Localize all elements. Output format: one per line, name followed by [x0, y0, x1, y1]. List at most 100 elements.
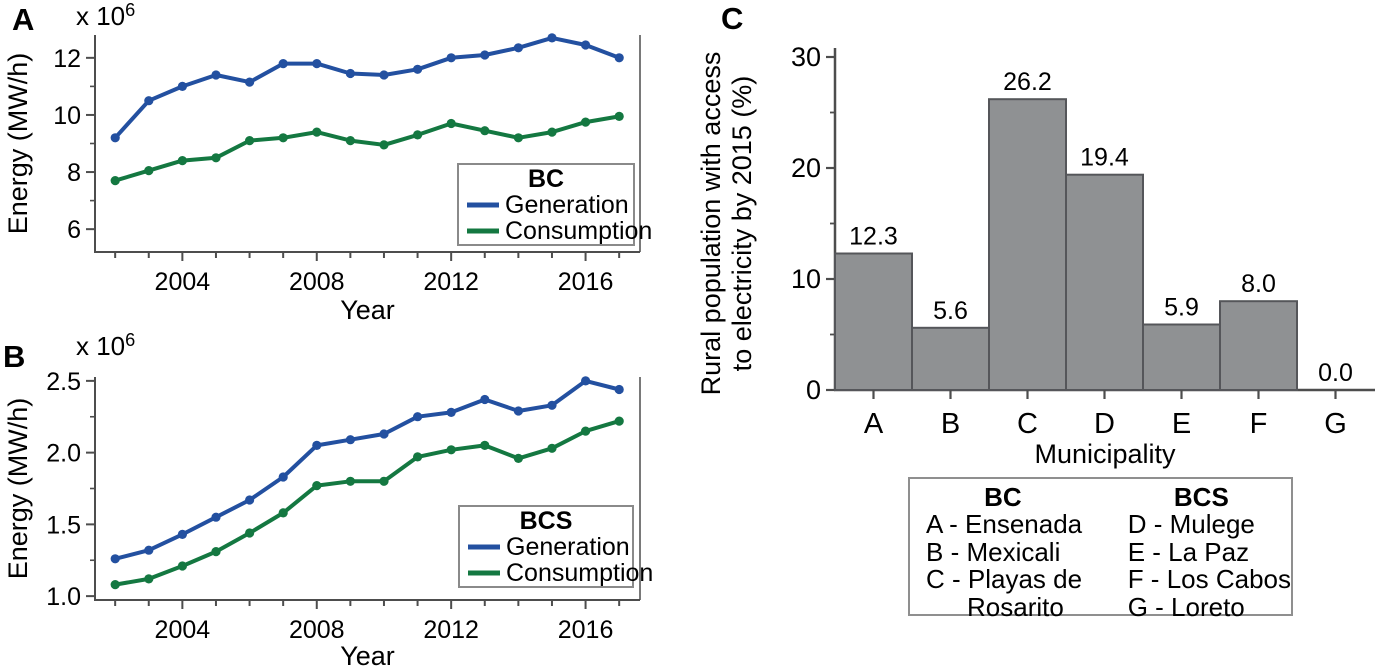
- axis-scale-exponent: 6: [125, 0, 135, 20]
- y-tick-label: 12: [53, 45, 81, 73]
- axis-scale-label: x 106: [76, 0, 135, 31]
- generation-point: [278, 59, 288, 69]
- consumption-point: [211, 547, 221, 557]
- generation-point: [278, 472, 288, 482]
- legend-entry: D - Mulege: [1127, 509, 1255, 539]
- legend-title: BCS: [520, 507, 573, 535]
- legend-column-title-bc: BC: [984, 482, 1022, 512]
- consumption-point: [245, 528, 255, 538]
- axis-scale-label: x 106: [76, 330, 135, 361]
- y-tick-label: 10: [53, 102, 81, 130]
- generation-point: [110, 133, 120, 143]
- generation-point: [211, 512, 221, 522]
- legend-column-title-bcs: BCS: [1173, 482, 1229, 512]
- consumption-line: [113, 114, 622, 183]
- consumption-point: [413, 452, 423, 462]
- x-tick-label-F: F: [1250, 408, 1268, 440]
- bar-value-C: 26.2: [1003, 68, 1052, 96]
- generation-point: [345, 68, 355, 79]
- y-axis-title-line1: Rural population with access: [696, 52, 726, 396]
- generation-line: [113, 378, 622, 561]
- consumption-point: [177, 561, 187, 571]
- legend-label-consumption: Consumption: [506, 559, 653, 587]
- generation-point: [144, 545, 154, 555]
- generation-point: [345, 435, 355, 445]
- consumption-point: [144, 574, 154, 584]
- consumption-point: [581, 117, 591, 127]
- consumption-point: [379, 140, 389, 150]
- x-tick-label-D: D: [1094, 408, 1115, 440]
- generation-series: [110, 376, 624, 564]
- x-tick-label-B: B: [941, 408, 960, 440]
- y-tick-label: 8: [67, 159, 81, 187]
- generation-point: [446, 407, 456, 417]
- x-tick-label: 2008: [289, 616, 345, 644]
- bar-D: [1065, 173, 1144, 391]
- x-tick-label: 2004: [155, 616, 211, 644]
- x-axis-title: Year: [340, 641, 395, 667]
- consumption-line: [113, 419, 622, 587]
- consumption-point: [379, 476, 389, 486]
- consumption-point: [110, 176, 120, 186]
- legend-entry: Rosarito: [967, 591, 1064, 622]
- generation-point: [245, 77, 255, 87]
- bar-value-A: 12.3: [849, 223, 898, 251]
- consumption-series: [110, 111, 624, 186]
- y-axis-title: Energy (MW/h): [3, 398, 33, 580]
- x-tick-label: 2008: [289, 268, 345, 296]
- consumption-point: [211, 153, 221, 163]
- legend-entry: G - Loreto: [1127, 591, 1245, 622]
- x-axis-title: Year: [340, 295, 395, 325]
- generation-point: [379, 429, 389, 439]
- generation-point: [379, 70, 389, 80]
- y-tick-label: 1.5: [46, 511, 81, 539]
- bar-C: [988, 98, 1067, 391]
- consumption-point: [446, 445, 456, 455]
- generation-point: [581, 40, 591, 50]
- y-tick-label: 10: [791, 264, 821, 294]
- consumption-point: [581, 426, 591, 436]
- generation-point: [312, 440, 322, 450]
- y-tick-label: 6: [67, 216, 81, 244]
- consumption-point: [480, 126, 490, 136]
- legend-label-generation: Generation: [506, 533, 630, 561]
- x-tick-label: 2016: [558, 268, 614, 296]
- consumption-point: [614, 416, 624, 426]
- consumption-point: [513, 453, 524, 463]
- generation-point: [211, 70, 221, 80]
- consumption-point: [547, 443, 557, 453]
- x-tick-label: 2004: [155, 268, 211, 296]
- generation-point: [413, 412, 423, 422]
- legend-entry: E - La Paz: [1127, 536, 1250, 567]
- x-axis-title: Municipality: [1034, 439, 1176, 469]
- generation-point: [480, 394, 490, 405]
- consumption-point: [177, 156, 187, 166]
- y-tick-label: 0: [806, 375, 821, 405]
- consumption-point: [312, 481, 322, 491]
- x-tick-label-C: C: [1017, 408, 1038, 440]
- consumption-point: [278, 508, 288, 518]
- axis-scale-exponent: 6: [125, 330, 135, 350]
- consumption-point: [513, 133, 524, 143]
- panel-a-label: A: [12, 2, 35, 37]
- consumption-point: [345, 476, 355, 486]
- generation-line: [113, 35, 622, 140]
- consumption-point: [614, 111, 624, 121]
- consumption-point: [413, 130, 423, 140]
- x-tick-label: 2012: [423, 616, 479, 644]
- consumption-point: [547, 127, 557, 137]
- legend-entry: F - Los Cabos: [1127, 564, 1291, 594]
- consumption-point: [144, 166, 154, 176]
- consumption-point: [110, 580, 120, 590]
- generation-point: [177, 529, 187, 539]
- x-tick-label-E: E: [1172, 408, 1191, 440]
- legend-entry: B - Mexicali: [926, 536, 1061, 567]
- generation-point: [144, 96, 154, 106]
- bar-value-G: 0.0: [1318, 359, 1353, 387]
- legend-label-generation: Generation: [505, 191, 629, 219]
- generation-point: [446, 53, 456, 63]
- rural-access-bar-chart: 0 10 20 30 12.3 A 5.6 B 26.2 C 19.4 D 5.9 E 8.0 F 0.0 G Ru…: [696, 42, 1375, 469]
- legend-column-bc: BC A - Ensenada B - Mexicali C - Playas de R…: [910, 482, 1096, 620]
